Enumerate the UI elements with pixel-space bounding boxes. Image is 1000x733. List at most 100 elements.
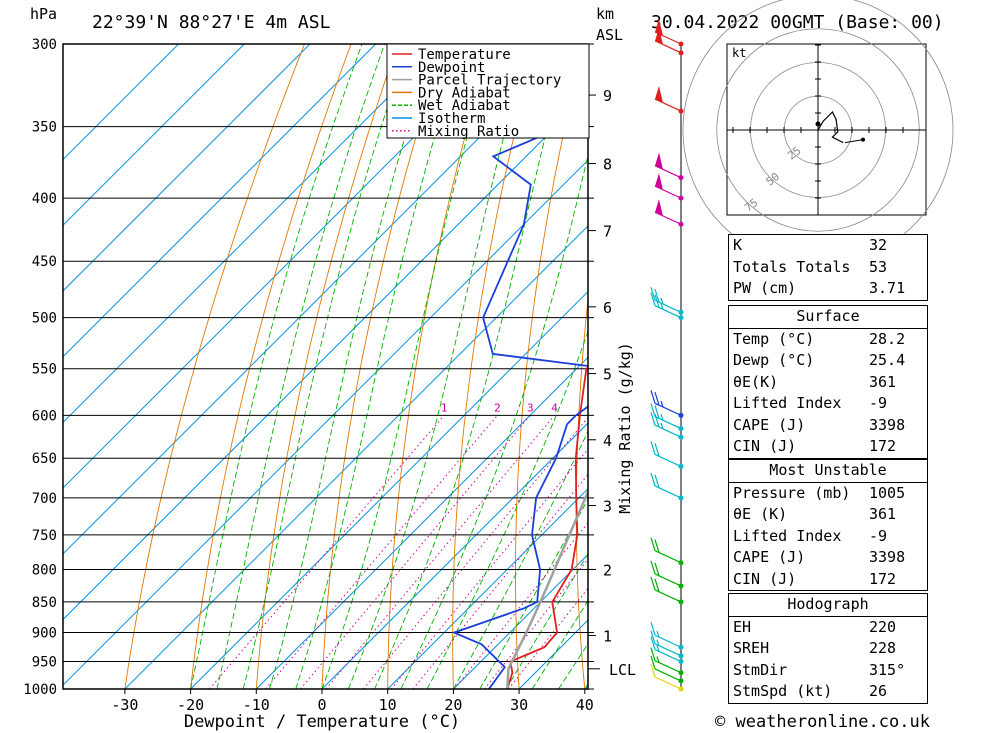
isotherm-line (63, 44, 442, 424)
mixing-ratio-label: 1 (441, 401, 448, 414)
wind-barb-flag (650, 560, 656, 575)
mixing-ratio-label: 20 (697, 401, 710, 414)
wind-barb-half-flag (656, 630, 660, 638)
mixing-ratio-line (300, 414, 531, 689)
wind-barb-flag (650, 287, 656, 301)
pressure-tick-label: 800 (32, 562, 57, 578)
surface-label: CAPE (J) (733, 415, 806, 434)
wind-barb-shaft (654, 485, 682, 499)
wind-barb (654, 19, 684, 47)
dry-adiabat-line (452, 44, 538, 689)
hodograph-stat-label: SREH (733, 639, 770, 657)
wind-barb-flag (654, 405, 660, 419)
index-label: K (733, 236, 743, 254)
x-axis-title: Dewpoint / Temperature (°C) (184, 712, 460, 732)
index-label: Totals Totals (733, 257, 851, 276)
mixing-ratio-line (325, 414, 555, 689)
isotherm-line (63, 93, 588, 621)
wind-barb-flag (650, 636, 656, 650)
index-row: Totals Totals 53 (729, 257, 927, 279)
most-unstable-value: 361 (869, 505, 897, 523)
height-tick-label: 8 (603, 156, 612, 174)
hodograph-stat-row: SREH 228 (729, 638, 927, 660)
pressure-tick-label: 850 (32, 595, 57, 611)
most-unstable-label: CIN (J) (733, 569, 797, 588)
height-tick-label: 5 (603, 366, 612, 384)
wind-barb-flag (654, 474, 660, 488)
index-value: 32 (869, 236, 888, 254)
hodograph-ring-label: 75 (742, 196, 760, 214)
dry-adiabat-line (124, 44, 305, 689)
surface-value: -9 (869, 394, 888, 412)
surface-value: 172 (869, 437, 897, 455)
hodograph-stat-label: StmSpd (kt) (733, 682, 833, 700)
wind-barb-shaft (654, 573, 682, 587)
pressure-tick-label: 650 (32, 451, 57, 467)
mixing-ratio-label: 3 (527, 401, 534, 414)
wind-barb-flag (654, 443, 660, 457)
legend-label: Temperature (418, 47, 511, 63)
legend-label: Wet Adiabat (418, 98, 511, 114)
wet-adiabat-line (295, 44, 463, 689)
wind-barb-pennant (655, 19, 663, 36)
most-unstable-table: Most Unstable Pressure (mb) 1005 θE (K) 361… (728, 459, 928, 591)
wind-barb (650, 636, 684, 665)
wind-barb-flag (650, 663, 656, 678)
wind-barb-half-flag (656, 656, 660, 663)
pressure-tick-label: 350 (32, 120, 57, 136)
surface-value: 25.4 (869, 351, 906, 369)
storm-motion-dot (861, 137, 865, 142)
wind-barb-shaft (654, 634, 682, 648)
wind-barb-pennant (655, 152, 663, 170)
mixing-ratio-label: 2 (494, 401, 501, 414)
wind-barb-flag (650, 412, 656, 426)
wind-barb-shaft (654, 453, 682, 467)
temperature-tick-label: -20 (177, 696, 204, 714)
mixing-ratio-label: 4 (551, 401, 558, 414)
legend-label: Dry Adiabat (418, 85, 511, 101)
wind-barb-shaft (654, 416, 682, 430)
wind-barb-shaft (654, 550, 682, 564)
height-tick-label: 7 (603, 223, 612, 241)
wet-adiabat-line (216, 44, 386, 689)
wind-barb (650, 412, 684, 440)
hodograph-stat-label: StmDir (733, 660, 788, 679)
wind-barb-half-flag (660, 422, 664, 430)
pressure-gridlines (63, 43, 588, 690)
wind-barbs (650, 19, 684, 692)
isotherm-line (63, 44, 377, 358)
dry-adiabat-line (190, 44, 352, 689)
wind-barb (650, 472, 684, 501)
wind-barb (650, 441, 684, 469)
wind-barb (650, 647, 684, 676)
series-parcel-trajectory (506, 488, 588, 689)
hodograph-table-title: Hodograph (729, 594, 927, 617)
wind-barb (650, 537, 684, 566)
wind-barb (654, 173, 684, 201)
pressure-tick-label: 700 (32, 491, 57, 507)
isotherm-line (255, 356, 588, 689)
wind-barb-flag (650, 537, 656, 551)
surface-row: Temp (°C) 28.2 (729, 329, 927, 351)
index-value: 3.71 (869, 279, 906, 297)
surface-value: 361 (869, 372, 897, 391)
index-row: K 32 (729, 235, 927, 257)
wind-barb-shaft (654, 424, 682, 438)
wind-barb (650, 560, 684, 589)
wind-barb-shaft (654, 402, 682, 416)
mixing-ratio-line (265, 414, 498, 689)
hodograph-table: Hodograph EH 220 SREH 228 StmDir 315° StmSpd (… (728, 593, 928, 704)
mixing-ratio-line (453, 522, 588, 689)
pressure-tick-label: 750 (32, 528, 57, 544)
wind-barb-half-flag (660, 297, 664, 305)
wind-barb-flag (650, 647, 656, 661)
legend-box (386, 43, 590, 139)
temperature-tick-label: -30 (111, 696, 138, 714)
dry-adiabat-line (575, 295, 588, 689)
series-temperature (506, 366, 588, 689)
surface-row: θE(K) 361 (729, 372, 927, 394)
pressure-tick-label: 450 (32, 254, 57, 270)
wind-barb-half-flag (660, 414, 664, 421)
most-unstable-value: -9 (869, 526, 888, 545)
